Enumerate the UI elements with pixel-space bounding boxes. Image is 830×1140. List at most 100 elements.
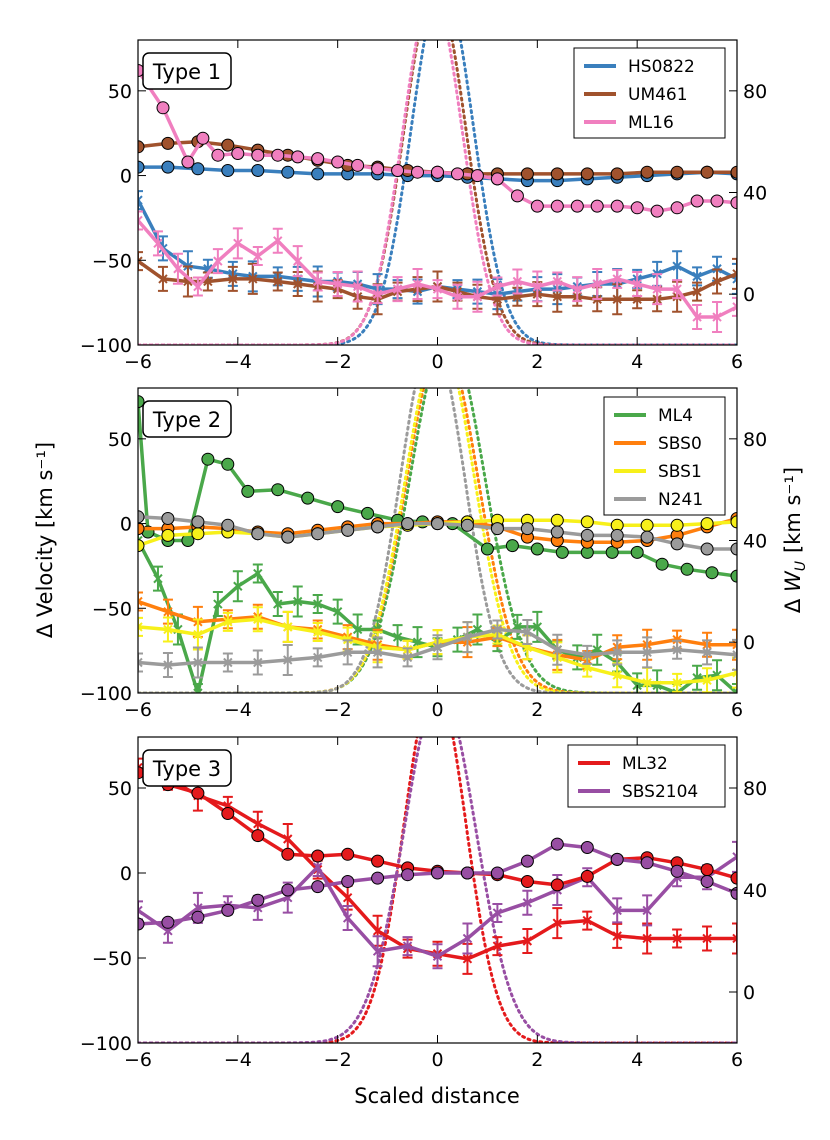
legend-label-hs0822: HS0822 (628, 57, 695, 77)
y2-tick-label: 0 (743, 982, 755, 1004)
n241-w-u-point (432, 634, 443, 661)
ml16-w-u-point (252, 246, 263, 267)
hs0822-velocity-point (191, 162, 205, 176)
ml16-velocity-point (411, 165, 424, 179)
ml32-w-u-point (552, 907, 563, 940)
um461-w-u-point (247, 262, 258, 295)
ml16-w-u-point (712, 301, 723, 334)
y2-tick-label: 80 (743, 778, 767, 800)
y2-tick-label: 80 (743, 81, 767, 103)
legend-label-sbs1: SBS1 (658, 462, 702, 482)
n241-w-u-point (522, 619, 533, 645)
sbs1-velocity-point (640, 518, 654, 532)
sbs2104-w-u-point (642, 894, 653, 927)
ml16-w-u-point (432, 279, 443, 300)
um461-velocity-point (520, 167, 534, 181)
ml4-velocity-point (138, 395, 145, 409)
ml4-velocity-point (630, 545, 644, 559)
ml16-w-u-point (352, 270, 363, 303)
sbs2104-velocity-point (490, 866, 504, 880)
y-tick-label: −50 (92, 598, 132, 620)
n241-w-u-point (672, 639, 683, 660)
ml4-w-u-point (472, 613, 483, 646)
x-tick-label: 4 (631, 351, 643, 373)
ml16-w-u-point (412, 268, 423, 300)
plot-area (138, 40, 737, 345)
n241-velocity-point (431, 517, 444, 531)
n241-velocity-point (520, 522, 534, 536)
right-axis-label-units: [km s⁻¹] (781, 467, 805, 553)
sbs2104-w-u-point (282, 881, 293, 914)
legend-label-ml4: ML4 (658, 406, 693, 426)
n241-w-u-point (582, 644, 593, 665)
n241-w-u-point (702, 639, 713, 666)
sbs2104-w-u-point (402, 936, 413, 957)
right-axis-label-sub: U (793, 561, 809, 571)
ml16-velocity-point (291, 150, 305, 164)
sbs2104-w-u-point (342, 905, 353, 932)
ml4-velocity-point (480, 542, 494, 556)
ml4-w-u-point (192, 683, 203, 693)
panel-label-box (142, 400, 232, 438)
ml4-w-u-point (312, 594, 323, 615)
x-tick-label: 6 (731, 1049, 743, 1071)
ml4-velocity-point (530, 542, 544, 556)
ml4-w-u-point (652, 669, 663, 693)
sbs2104-w-u-point (612, 897, 623, 924)
x-tick-label: −2 (324, 699, 352, 721)
left-axis-label: Δ Velocity [km s⁻¹] (33, 442, 57, 638)
ml32-w-u-point (612, 922, 623, 949)
sbs2104-velocity-point (640, 856, 654, 870)
ml16-velocity-point (251, 148, 265, 162)
sbs2104-velocity-point (161, 915, 175, 929)
n241-velocity-point (371, 520, 385, 534)
ml4-velocity-point (730, 569, 737, 583)
x-tick-label: 6 (731, 351, 743, 373)
ml16-velocity-point (470, 169, 484, 183)
y-tick-label: 50 (108, 81, 132, 103)
ml32-velocity-point (311, 849, 325, 863)
right-axis-label: Δ WU [km s⁻¹] (781, 467, 809, 613)
um461-w-u-point (227, 265, 238, 292)
ml4-velocity-point (680, 562, 694, 576)
n241-velocity-point (401, 517, 415, 531)
ml16-velocity-point (156, 101, 170, 115)
legend-label-ml16: ML16 (628, 113, 674, 133)
ml16-w-u-point (232, 227, 243, 260)
sbs2104-velocity-point (610, 852, 624, 866)
n241-velocity-point (550, 525, 564, 539)
ml16-w-u-point (152, 230, 163, 257)
um461-w-u-point (157, 265, 168, 292)
ml32-velocity-point (700, 863, 714, 877)
sbs2104-velocity-point (311, 880, 325, 894)
n241-velocity-point (138, 510, 145, 524)
ml32-w-u-point (522, 928, 533, 954)
um461-velocity-point (580, 167, 594, 181)
ml16-w-u-point (552, 271, 563, 292)
y2-tick-label: 40 (743, 880, 767, 902)
ml16-velocity-point (730, 196, 737, 210)
y-tick-label: 0 (120, 514, 132, 536)
ml16-velocity-point (510, 189, 524, 203)
x-tick-label: 4 (631, 699, 643, 721)
legend-label-ml32: ML32 (622, 754, 668, 774)
ml16-w-u-point (532, 270, 543, 303)
ml32-velocity-point (191, 786, 205, 800)
ml4-velocity-point (361, 506, 375, 520)
sbs2104-velocity-point (191, 910, 205, 924)
um461-velocity-point (138, 140, 145, 154)
sbs1-w-u-point (222, 611, 233, 632)
ml16-w-u-point (512, 268, 523, 295)
n241-velocity-point (311, 527, 325, 541)
ml16-velocity-point (570, 199, 584, 213)
ml32-velocity-point (221, 807, 235, 820)
panel-label: Type 2 (152, 408, 221, 432)
ml4-velocity-point (605, 545, 619, 559)
plot-area (138, 388, 737, 693)
y-tick-label: −100 (80, 683, 132, 705)
right-axis-label-prefix: Δ (781, 592, 805, 613)
ml16-velocity-point (550, 199, 564, 213)
n241-velocity-point (251, 527, 265, 541)
ml4-w-u-point (212, 591, 223, 618)
legend-label-sbs2104: SBS2104 (622, 782, 698, 802)
